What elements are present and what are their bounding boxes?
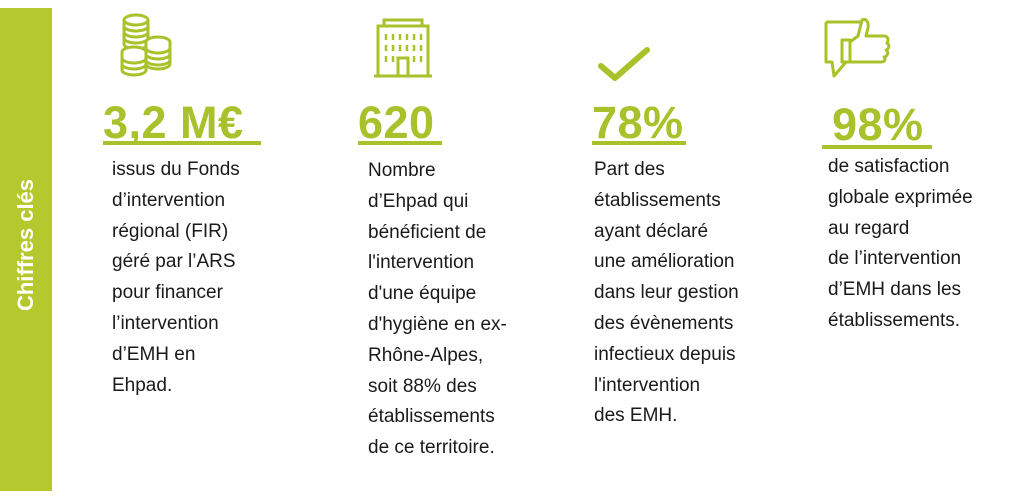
side-label: Chiffres clés <box>13 178 38 312</box>
desc-line: d’Ehpad qui <box>368 190 469 212</box>
stat-description-4: de satisfaction globale exprimée au rega… <box>828 152 973 337</box>
desc-line: une amélioration <box>594 251 735 273</box>
desc-line: géré par l’ARS <box>112 251 236 273</box>
desc-line: des EMH. <box>594 405 678 427</box>
stat-underline-1 <box>103 141 261 145</box>
stat-description-3: Part des établissements ayant déclaré un… <box>594 155 739 432</box>
desc-line: de l’intervention <box>828 248 962 270</box>
stat-value-1: 3,2 M€ <box>103 97 244 148</box>
desc-line: dans leur gestion <box>594 282 739 304</box>
desc-line: bénéficient de <box>368 221 487 243</box>
desc-line: Nombre <box>368 160 436 181</box>
desc-line: de ce territoire. <box>368 437 495 459</box>
stat-underline-2 <box>358 141 442 145</box>
stat-value-3: 78% <box>592 97 684 148</box>
desc-line: infectieux depuis <box>594 343 736 365</box>
coins-icon <box>112 6 184 78</box>
desc-line: Ehpad. <box>112 374 173 396</box>
desc-line: globale exprimée <box>828 186 973 208</box>
building-icon <box>372 18 434 80</box>
thumbs-up-speech-icon <box>822 14 896 82</box>
desc-line: Rhône-Alpes, <box>368 344 484 366</box>
desc-line: établissements <box>594 189 721 211</box>
stat-description-1: issus du Fonds d’intervention régional (… <box>112 155 240 401</box>
desc-line: de satisfaction <box>828 156 950 177</box>
desc-line: régional (FIR) <box>112 220 229 242</box>
desc-line: soit 88% des <box>368 375 477 397</box>
stat-underline-4 <box>822 145 932 149</box>
desc-line: d’EMH en <box>112 343 196 365</box>
desc-line: au regard <box>828 217 910 239</box>
desc-line: établissements <box>368 406 495 428</box>
desc-line: des évènements <box>594 312 734 334</box>
desc-line: l’intervention <box>112 312 219 334</box>
desc-line: ayant déclaré <box>594 220 709 242</box>
desc-line: Part des <box>594 159 665 180</box>
desc-line: d’EMH dans les <box>828 279 962 301</box>
desc-line: l'intervention <box>368 252 475 274</box>
stat-value-2: 620 <box>358 97 435 148</box>
desc-line: d’intervention <box>112 189 226 211</box>
desc-line: établissements. <box>828 309 961 331</box>
stat-underline-3 <box>592 141 686 145</box>
desc-line: d'hygiène en ex- <box>368 313 507 335</box>
checkmark-icon <box>596 44 652 84</box>
stat-description-2: Nombre d’Ehpad qui bénéficient de l'inte… <box>368 156 507 464</box>
side-band <box>0 8 52 491</box>
desc-line: issus du Fonds <box>112 159 240 180</box>
desc-line: d'une équipe <box>368 283 477 305</box>
desc-line: pour financer <box>112 282 223 304</box>
stat-value-4: 98% <box>832 99 924 150</box>
desc-line: l'intervention <box>594 374 701 396</box>
